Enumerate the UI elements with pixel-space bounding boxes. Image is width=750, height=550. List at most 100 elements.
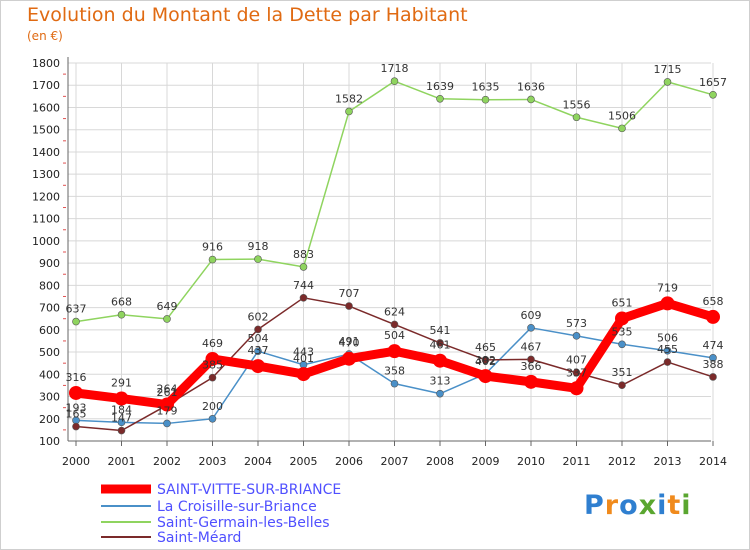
data-label: 504 bbox=[248, 332, 269, 345]
x-tick-label: 2000 bbox=[62, 455, 90, 468]
data-point bbox=[709, 90, 717, 99]
data-point bbox=[706, 309, 720, 324]
data-label: 916 bbox=[202, 241, 223, 254]
data-label: 407 bbox=[566, 354, 587, 367]
legend-label: Saint-Germain-les-Belles bbox=[157, 515, 330, 531]
data-point bbox=[572, 113, 581, 122]
data-label: 883 bbox=[293, 248, 314, 261]
data-label: 719 bbox=[657, 281, 678, 294]
chart-subtitle: (en €) bbox=[27, 29, 63, 43]
data-point bbox=[299, 294, 308, 302]
y-tick-label: 1800 bbox=[32, 57, 60, 70]
data-label: 193 bbox=[66, 401, 87, 414]
data-point bbox=[117, 418, 126, 427]
data-point bbox=[481, 356, 490, 364]
data-label: 491 bbox=[339, 335, 360, 348]
data-label: 392 bbox=[475, 354, 496, 367]
data-point bbox=[527, 95, 535, 104]
data-label: 461 bbox=[430, 339, 451, 352]
data-point bbox=[709, 354, 717, 362]
logo-letter: i bbox=[657, 490, 668, 521]
data-point bbox=[572, 332, 581, 340]
data-point bbox=[390, 320, 399, 329]
data-label: 366 bbox=[521, 360, 542, 373]
data-label: 1506 bbox=[608, 109, 636, 122]
data-label: 200 bbox=[202, 400, 223, 413]
chart-title: Evolution du Montant de la Dette par Hab… bbox=[27, 4, 468, 26]
data-label: 455 bbox=[657, 343, 678, 356]
data-point bbox=[296, 367, 311, 382]
logo-letter: o bbox=[619, 490, 639, 521]
data-point bbox=[208, 414, 217, 423]
data-point bbox=[72, 317, 80, 326]
data-point bbox=[663, 358, 672, 366]
x-axis: 2000 2001 2002 2003 2004 2005 2006 2007 2008 2009… bbox=[62, 440, 727, 468]
data-label: 467 bbox=[521, 340, 542, 353]
data-point bbox=[205, 351, 220, 366]
x-tick-label: 2007 bbox=[381, 455, 409, 468]
data-label: 668 bbox=[111, 296, 132, 309]
data-label: 337 bbox=[566, 366, 587, 379]
data-label: 147 bbox=[111, 412, 132, 425]
data-point bbox=[663, 78, 672, 86]
data-label: 1718 bbox=[381, 62, 409, 75]
data-point bbox=[208, 255, 217, 264]
data-label: 573 bbox=[566, 317, 587, 330]
data-label: 313 bbox=[430, 375, 451, 388]
data-label: 179 bbox=[157, 404, 178, 417]
data-point bbox=[345, 302, 353, 310]
data-point bbox=[163, 315, 171, 323]
y-tick-label: 900 bbox=[39, 257, 60, 270]
data-label: 1556 bbox=[563, 98, 591, 111]
data-point bbox=[527, 324, 535, 332]
data-label: 651 bbox=[612, 296, 633, 309]
x-tick-label: 2001 bbox=[108, 455, 136, 468]
series-group bbox=[69, 77, 720, 435]
data-label: 184 bbox=[111, 403, 132, 416]
data-point bbox=[345, 107, 353, 116]
y-tick-label: 800 bbox=[39, 279, 60, 292]
data-label: 402 bbox=[475, 355, 496, 368]
x-tick-label: 2009 bbox=[472, 455, 500, 468]
logo-letter: t bbox=[667, 490, 682, 521]
logo-letter: i bbox=[681, 490, 692, 521]
x-tick-label: 2010 bbox=[517, 455, 545, 468]
x-tick-label: 2011 bbox=[563, 455, 591, 468]
data-point bbox=[69, 385, 83, 400]
x-tick-label: 2006 bbox=[335, 455, 363, 468]
data-point bbox=[527, 355, 535, 364]
data-point bbox=[481, 95, 490, 104]
data-label: 261 bbox=[157, 386, 178, 399]
data-label: 443 bbox=[293, 346, 314, 359]
data-label: 637 bbox=[66, 303, 87, 316]
data-label: 1639 bbox=[426, 80, 454, 93]
data-point bbox=[208, 373, 217, 382]
data-label: 1715 bbox=[654, 63, 682, 76]
y-tick-label: 1500 bbox=[32, 124, 60, 137]
data-label: 918 bbox=[248, 240, 269, 253]
data-point bbox=[660, 296, 675, 311]
data-labels: 316 291 264 469 437 401 470 504 461 392 366 337 651 7… bbox=[66, 62, 728, 424]
data-label: 1657 bbox=[699, 76, 727, 89]
y-tick-label: 500 bbox=[39, 346, 60, 359]
y-tick-label: 300 bbox=[39, 391, 60, 404]
x-tick-label: 2013 bbox=[654, 455, 682, 468]
y-tick-label: 1200 bbox=[32, 190, 60, 203]
data-label: 469 bbox=[202, 337, 223, 350]
data-point bbox=[163, 419, 171, 428]
data-label: 1635 bbox=[472, 81, 500, 94]
data-point bbox=[663, 346, 672, 355]
data-point bbox=[615, 311, 629, 326]
data-label: 437 bbox=[248, 344, 269, 357]
y-tick-label: 1700 bbox=[32, 79, 60, 92]
data-label: 609 bbox=[521, 309, 542, 322]
y-tick-label: 1000 bbox=[32, 235, 60, 248]
data-point bbox=[342, 351, 356, 366]
data-point bbox=[390, 77, 399, 86]
x-tick-label: 2012 bbox=[608, 455, 636, 468]
data-point bbox=[436, 94, 444, 103]
x-tick-label: 2003 bbox=[199, 455, 227, 468]
data-point bbox=[117, 426, 126, 435]
data-label: 385 bbox=[202, 359, 223, 372]
